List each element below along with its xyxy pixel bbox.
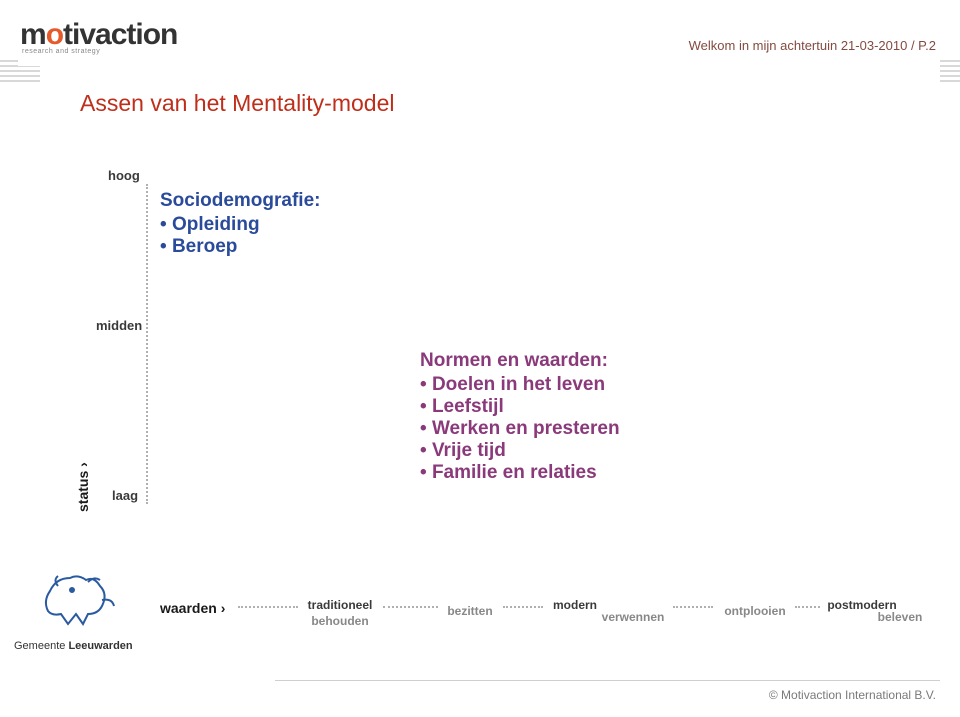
x-dots [383,606,438,608]
normen-item: Familie en relaties [420,462,620,484]
logo-prefix: m [20,18,46,51]
logo-accent: o [46,18,63,51]
page-meta: Welkom in mijn achtertuin 21-03-2010 / P… [689,38,936,53]
normen-item: Leefstijl [420,396,620,418]
y-axis-dots [146,184,148,504]
sociodemo-item: Beroep [160,236,320,258]
logo-suffix: tivaction [63,18,177,51]
x-mid: ontplooien [715,604,795,618]
x-mid: beleven [870,610,930,624]
x-dots [673,606,713,608]
x-axis-item: ontplooien [715,604,795,618]
x-axis-item: traditioneel behouden [300,598,380,628]
normen-item: Werken en presteren [420,418,620,440]
gemeente-a: Gemeente [14,640,65,652]
x-mid: bezitten [440,604,500,618]
gemeente-label: Gemeente Leeuwarden [14,640,133,652]
y-axis-hoog: hoog [108,168,140,183]
x-axis-item: bezitten [440,604,500,618]
y-axis-status: status › [75,462,91,512]
normen-item: Vrije tijd [420,440,620,462]
sociodemo-block: Sociodemografie: Opleiding Beroep [160,190,320,258]
x-axis-item: verwennen [593,610,673,624]
logo-tagline: research and strategy [22,48,100,55]
x-dots [503,606,543,608]
normen-list: Doelen in het leven Leefstijl Werken en … [420,374,620,484]
sociodemo-list: Opleiding Beroep [160,214,320,258]
gemeente-b: Leeuwarden [68,640,132,652]
x-axis-item: beleven [870,610,930,624]
x-axis-label: waarden › [160,600,225,616]
logo: motivaction [20,18,177,52]
copyright: © Motivaction International B.V. [769,688,936,702]
x-dots [795,606,820,608]
page-title: Assen van het Mentality-model [80,90,395,117]
x-dots [238,606,298,608]
bottom-rule [275,680,940,681]
normen-block: Normen en waarden: Doelen in het leven L… [420,350,620,484]
normen-heading: Normen en waarden: [420,350,620,372]
x-mid: verwennen [593,610,673,624]
normen-item: Doelen in het leven [420,374,620,396]
y-axis-laag: laag [112,488,138,503]
y-axis-midden: midden [96,318,142,333]
sociodemo-item: Opleiding [160,214,320,236]
x-top: traditioneel [300,598,380,612]
x-bot: behouden [300,614,380,628]
lion-icon [28,556,128,636]
sociodemo-heading: Sociodemografie: [160,190,320,212]
